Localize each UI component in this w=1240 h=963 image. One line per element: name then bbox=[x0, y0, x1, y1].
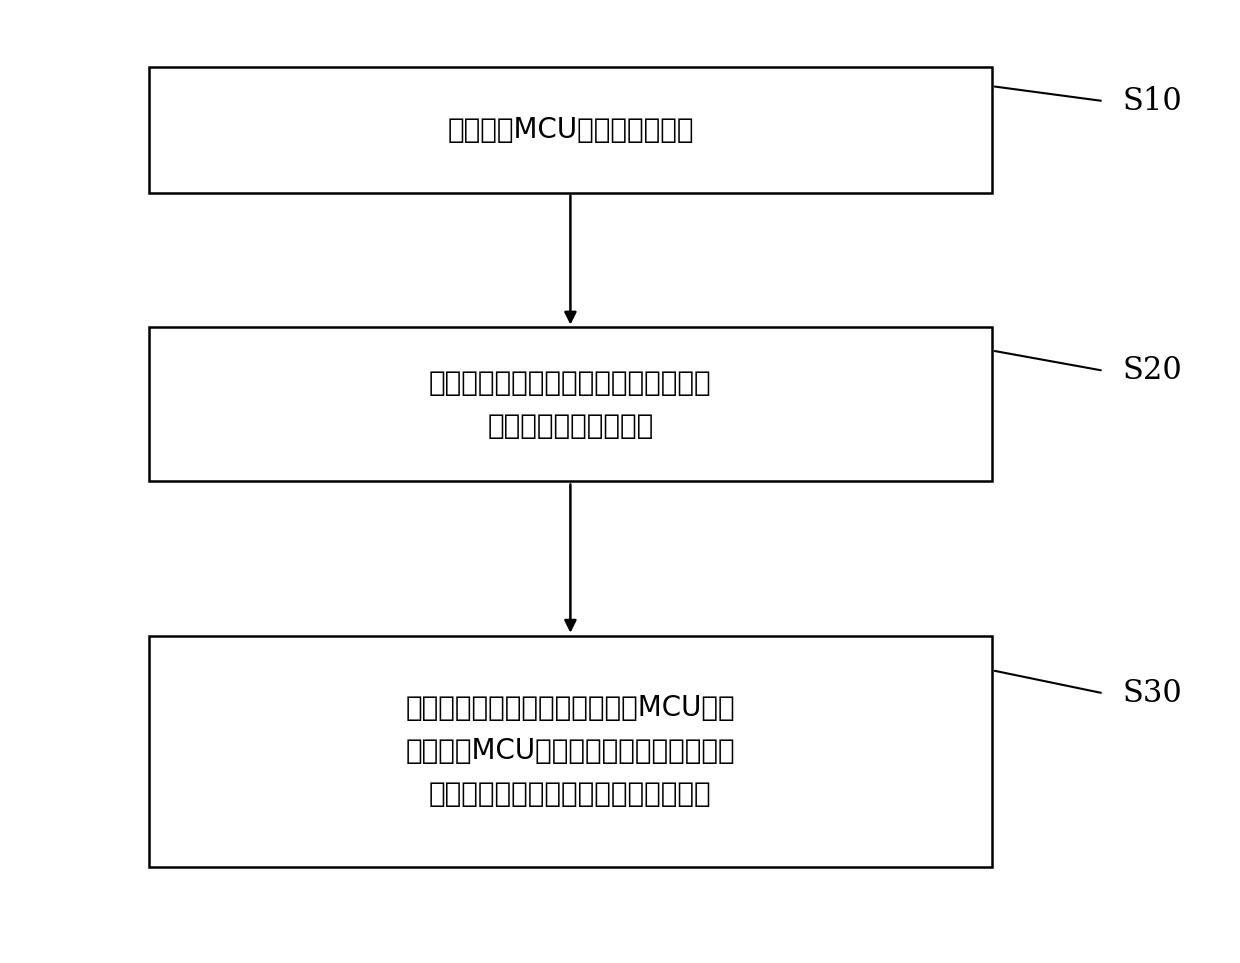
Text: 将所述动作指令发送至所述主控MCU，由: 将所述动作指令发送至所述主控MCU，由 bbox=[405, 693, 735, 722]
FancyBboxPatch shape bbox=[149, 327, 992, 482]
Text: S20: S20 bbox=[1122, 355, 1182, 386]
Text: 设置在晾衣架本体上的功能装置的工作: 设置在晾衣架本体上的功能装置的工作 bbox=[429, 780, 712, 809]
Text: S10: S10 bbox=[1122, 86, 1182, 117]
Text: 接收主控MCU发送的监测数据: 接收主控MCU发送的监测数据 bbox=[448, 116, 693, 144]
FancyBboxPatch shape bbox=[149, 67, 992, 193]
FancyBboxPatch shape bbox=[149, 636, 992, 867]
Text: ，生成对应的动作指令: ，生成对应的动作指令 bbox=[487, 412, 653, 440]
Text: 根据预设算法对所述监测数据进行处理: 根据预设算法对所述监测数据进行处理 bbox=[429, 369, 712, 397]
Text: S30: S30 bbox=[1122, 678, 1182, 709]
Text: 所述主控MCU执行所述动作指令，以控制: 所述主控MCU执行所述动作指令，以控制 bbox=[405, 737, 735, 766]
